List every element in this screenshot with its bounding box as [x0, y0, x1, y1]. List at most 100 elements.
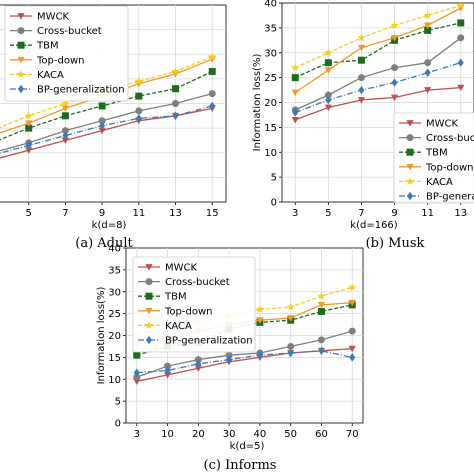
legend-label: KACA — [165, 321, 192, 332]
data-point — [287, 342, 295, 350]
legend-marker — [145, 307, 153, 315]
legend-box — [132, 256, 256, 353]
data-point — [390, 34, 399, 42]
series-line — [294, 4, 461, 69]
legend: MWCK Cross-bucket TBM Top-down KACA BP-genera… — [132, 256, 256, 353]
x-tick-label: 13 — [454, 208, 467, 219]
data-point — [357, 44, 366, 52]
y-tick-label: 10 — [264, 148, 277, 159]
data-point — [133, 368, 140, 377]
y-tick-label: 35 — [108, 265, 121, 276]
data-point — [195, 359, 202, 369]
legend-label: Cross-bucket — [426, 133, 474, 144]
legend-marker — [406, 163, 414, 171]
x-tick-label: 60 — [315, 429, 328, 440]
data-point — [456, 3, 465, 9]
legend-marker — [145, 321, 153, 329]
data-point — [226, 355, 233, 364]
y-tick-label: 30 — [264, 48, 277, 59]
x-tick-label: 11 — [132, 208, 145, 219]
legend-marker — [145, 292, 153, 300]
data-point — [172, 85, 180, 93]
x-tick-label: 11 — [421, 208, 434, 219]
legend-label: BP-generalization — [426, 192, 474, 203]
x-tick-label: 3 — [292, 208, 298, 219]
data-point — [348, 345, 356, 353]
data-point — [133, 351, 141, 359]
data-point — [357, 97, 366, 104]
data-point — [357, 74, 365, 82]
legend-label: Cross-bucket — [165, 277, 230, 288]
y-tick-label: 0 — [115, 419, 121, 430]
data-point — [256, 350, 263, 360]
data-point — [324, 48, 333, 57]
y-tick-label: 15 — [264, 123, 277, 134]
data-point — [457, 34, 465, 42]
data-point — [208, 90, 216, 98]
data-point — [61, 112, 69, 120]
data-point — [424, 87, 432, 94]
data-point — [317, 336, 325, 344]
chart-c: 3 10 20 30 40 50 60 70 0 5 10 15 20 25 30 35 40 Informati… — [96, 244, 364, 452]
y-tick-label: 0 — [271, 198, 277, 209]
caption-b: (b) Musk — [366, 236, 425, 251]
data-point — [348, 299, 356, 307]
data-point — [255, 305, 264, 313]
series-cross-bucket — [133, 327, 356, 381]
legend-marker — [17, 41, 25, 49]
legend-label: MWCK — [426, 119, 458, 130]
x-axis-label: k(d=5) — [230, 441, 265, 452]
x-axis-label: k(d=8) — [92, 220, 127, 231]
data-point — [424, 22, 432, 29]
y-tick-label: 25 — [108, 309, 121, 320]
data-point — [324, 67, 332, 74]
y-tick-label: 20 — [108, 331, 121, 342]
data-point — [208, 52, 217, 61]
data-point — [424, 59, 432, 67]
data-point — [134, 77, 143, 85]
x-tick-label: 7 — [358, 208, 364, 219]
data-point — [61, 99, 70, 107]
data-point — [98, 127, 106, 135]
legend-box — [393, 112, 474, 204]
legend-label: KACA — [37, 70, 64, 81]
data-point — [209, 101, 216, 111]
legend-marker — [17, 56, 25, 64]
series-bp-generalization — [292, 58, 464, 117]
legend-label: MWCK — [37, 12, 69, 23]
x-tick-label: 9 — [391, 208, 397, 219]
y-tick-label: 5 — [115, 397, 121, 408]
caption-a: (a) Adult — [75, 236, 133, 251]
data-point — [391, 64, 399, 72]
series-line — [136, 330, 353, 378]
data-point — [317, 301, 326, 309]
legend-marker — [18, 84, 24, 94]
legend-label: BP-generalization — [165, 336, 253, 347]
x-tick-label: 7 — [62, 208, 68, 219]
data-point — [61, 137, 70, 145]
legend-marker — [145, 264, 153, 271]
series-mwck — [291, 84, 465, 124]
y-axis-label: Information loss(%) — [96, 287, 107, 385]
legend-label: KACA — [426, 177, 453, 188]
data-point — [292, 108, 299, 117]
x-axis-label: k(d=166) — [350, 220, 398, 231]
series-line — [294, 22, 461, 79]
y-tick-label: 35 — [264, 23, 277, 34]
data-point — [457, 19, 465, 27]
legend-label: TBM — [425, 148, 448, 159]
legend-label: TBM — [164, 292, 187, 303]
x-tick-label: 5 — [325, 208, 331, 219]
legend-marker — [407, 191, 413, 201]
x-tick-label: 40 — [254, 429, 267, 440]
data-point — [317, 291, 326, 300]
data-point — [349, 353, 356, 362]
data-point — [25, 147, 33, 154]
caption-c: (c) Informs — [204, 458, 277, 473]
series-tbm — [0, 67, 216, 141]
legend-marker — [17, 27, 25, 35]
data-point — [24, 111, 33, 120]
data-point — [25, 141, 32, 150]
data-point — [424, 68, 431, 77]
